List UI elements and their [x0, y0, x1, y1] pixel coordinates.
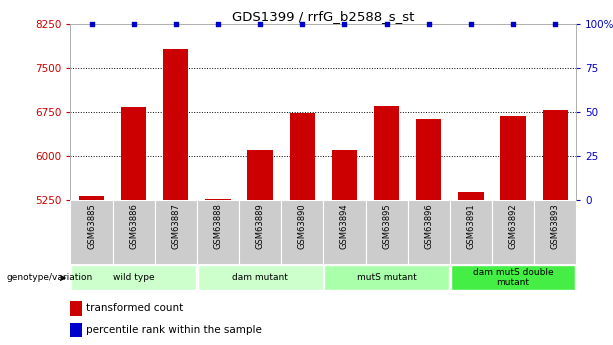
Text: GSM63885: GSM63885: [87, 203, 96, 249]
Bar: [113, 200, 154, 264]
Bar: [450, 200, 492, 264]
Point: [340, 21, 349, 27]
Bar: [163, 49, 189, 200]
Bar: [416, 119, 441, 200]
Bar: [374, 106, 399, 200]
Bar: [324, 265, 449, 290]
Text: GSM63886: GSM63886: [129, 203, 138, 249]
Bar: [451, 265, 576, 290]
Text: dam mutant: dam mutant: [232, 273, 288, 282]
Text: GSM63895: GSM63895: [382, 203, 391, 249]
Bar: [324, 200, 365, 264]
Text: GSM63889: GSM63889: [256, 203, 265, 249]
Point: [171, 21, 181, 27]
Bar: [154, 200, 197, 264]
Bar: [408, 200, 450, 264]
Bar: [500, 116, 525, 200]
Text: transformed count: transformed count: [86, 303, 183, 313]
Bar: [70, 323, 82, 337]
Bar: [365, 200, 408, 264]
Bar: [79, 196, 104, 200]
Bar: [70, 301, 82, 316]
Text: GSM63891: GSM63891: [466, 203, 475, 249]
Bar: [332, 150, 357, 200]
Point: [466, 21, 476, 27]
Text: GSM63896: GSM63896: [424, 203, 433, 249]
Bar: [239, 200, 281, 264]
Text: percentile rank within the sample: percentile rank within the sample: [86, 325, 262, 335]
Bar: [289, 113, 315, 200]
Point: [129, 21, 139, 27]
Text: GSM63894: GSM63894: [340, 203, 349, 249]
Bar: [197, 200, 239, 264]
Point: [86, 21, 96, 27]
Text: dam mutS double
mutant: dam mutS double mutant: [473, 268, 554, 287]
Text: GSM63892: GSM63892: [509, 203, 517, 249]
Point: [255, 21, 265, 27]
Text: wild type: wild type: [113, 273, 154, 282]
Point: [550, 21, 560, 27]
Text: GSM63893: GSM63893: [550, 203, 560, 249]
Bar: [198, 265, 322, 290]
Bar: [70, 200, 113, 264]
Text: GSM63887: GSM63887: [172, 203, 180, 249]
Bar: [534, 200, 576, 264]
Bar: [205, 199, 230, 200]
Point: [424, 21, 433, 27]
Point: [213, 21, 223, 27]
Bar: [71, 265, 196, 290]
Bar: [492, 200, 534, 264]
Point: [508, 21, 518, 27]
Text: genotype/variation: genotype/variation: [6, 273, 93, 282]
Text: GSM63888: GSM63888: [213, 203, 223, 249]
Point: [382, 21, 392, 27]
Title: GDS1399 / rrfG_b2588_s_st: GDS1399 / rrfG_b2588_s_st: [232, 10, 414, 23]
Text: mutS mutant: mutS mutant: [357, 273, 416, 282]
Bar: [248, 150, 273, 200]
Text: GSM63890: GSM63890: [298, 203, 306, 249]
Bar: [458, 193, 484, 200]
Bar: [121, 107, 147, 200]
Bar: [543, 110, 568, 200]
Bar: [281, 200, 324, 264]
Point: [297, 21, 307, 27]
